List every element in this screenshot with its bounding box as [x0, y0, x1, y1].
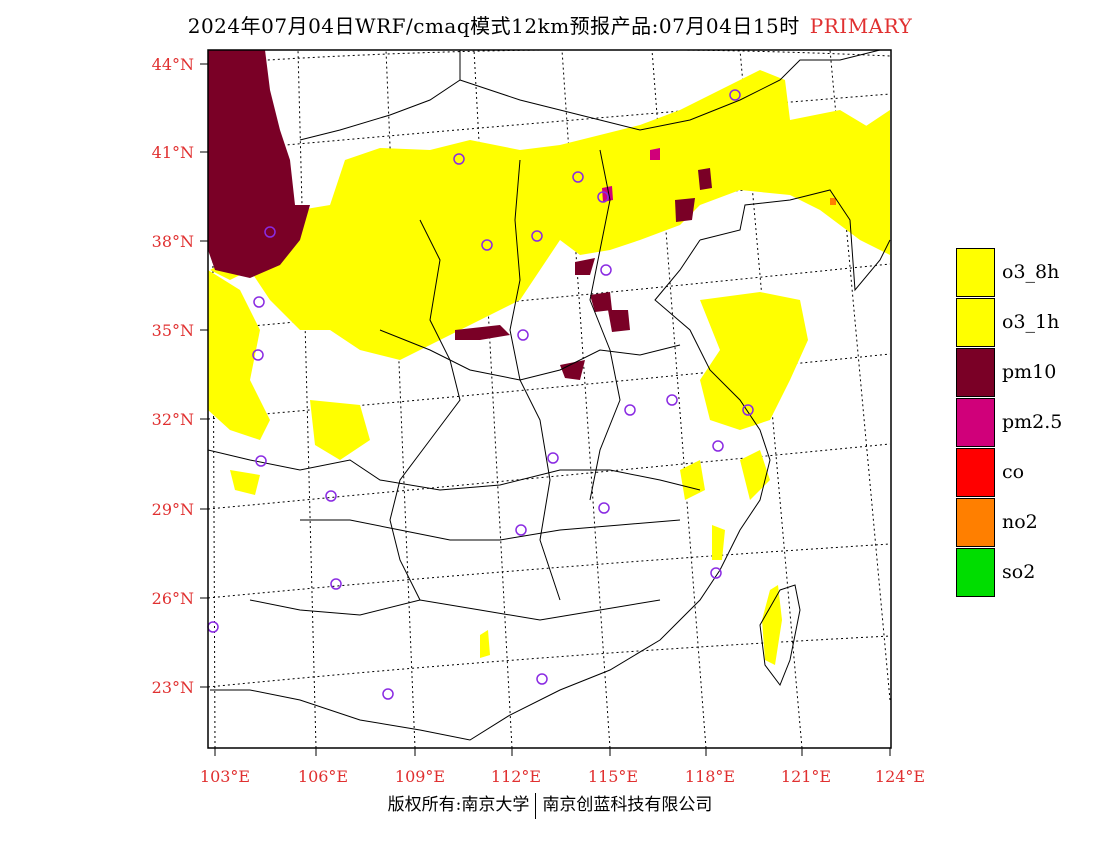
station-marker [572, 171, 584, 183]
o3-region-fill [208, 70, 890, 665]
axis-ticks [200, 63, 891, 756]
footer-right: 南京创蓝科技有限公司 [542, 795, 713, 815]
legend-swatch [956, 348, 995, 397]
lat-label: 29°N [152, 500, 194, 519]
lon-label: 115°E [588, 767, 638, 786]
legend-item: no2 [956, 498, 1076, 548]
station-marker [325, 490, 337, 502]
footer-separator [535, 792, 537, 819]
legend-item: so2 [956, 548, 1076, 598]
station-marker [255, 455, 267, 467]
station-marker [742, 404, 754, 416]
station-marker [712, 440, 724, 452]
lon-label: 103°E [200, 767, 250, 786]
legend-item: pm2.5 [956, 398, 1076, 448]
lat-label: 23°N [152, 678, 194, 697]
station-marker [710, 567, 722, 579]
legend-item: pm10 [956, 348, 1076, 398]
station-marker [253, 296, 265, 308]
station-marker [547, 452, 559, 464]
legend-label: o3_8h [1002, 261, 1060, 283]
station-marker [517, 329, 529, 341]
legend-swatch [956, 548, 995, 597]
pm10-region-fill [208, 50, 712, 380]
station-marker [600, 264, 612, 276]
lat-label: 35°N [152, 321, 194, 340]
station-marker [666, 394, 678, 406]
lon-label: 106°E [298, 767, 348, 786]
legend-label: pm2.5 [1002, 411, 1063, 433]
lon-label: 124°E [875, 767, 925, 786]
legend-swatch [956, 298, 995, 347]
lat-label: 32°N [152, 410, 194, 429]
lon-label: 112°E [491, 767, 541, 786]
station-marker [252, 349, 264, 361]
lat-label: 41°N [152, 143, 194, 162]
legend-swatch [956, 248, 995, 297]
longitude-labels: 103°E 106°E 109°E 112°E 115°E 118°E 121°… [200, 767, 925, 786]
lon-label: 118°E [685, 767, 735, 786]
lat-label: 26°N [152, 589, 194, 608]
station-marker [624, 404, 636, 416]
station-marker [453, 153, 465, 165]
legend-swatch [956, 498, 995, 547]
footer-left: 版权所有:南京大学 [387, 795, 530, 815]
legend-label: so2 [1002, 561, 1036, 583]
station-marker [264, 226, 276, 238]
lon-label: 121°E [781, 767, 831, 786]
station-marker [598, 502, 610, 514]
title-main: 2024年07月04日WRF/cmaq模式12km预报产品:07月04日15时 [187, 14, 800, 38]
legend-item: o3_1h [956, 298, 1076, 348]
station-marker [729, 89, 741, 101]
lon-label: 109°E [395, 767, 445, 786]
lat-label: 38°N [152, 232, 194, 251]
map-frame [207, 49, 892, 749]
legend-label: o3_1h [1002, 311, 1060, 333]
legend-label: pm10 [1002, 361, 1057, 383]
title-tag: PRIMARY [809, 14, 913, 38]
station-marker [536, 673, 548, 685]
map-title: 2024年07月04日WRF/cmaq模式12km预报产品:07月04日15时 P… [0, 10, 1100, 39]
boundary-lines [208, 50, 891, 741]
lat-label: 44°N [152, 55, 194, 74]
station-marker [531, 230, 543, 242]
legend-swatch [956, 448, 995, 497]
station-marker [597, 191, 609, 203]
station-marker [207, 621, 219, 633]
legend-item: o3_8h [956, 248, 1076, 298]
station-marker [382, 688, 394, 700]
legend-swatch [956, 398, 995, 447]
latitude-labels: 44°N 41°N 38°N 35°N 32°N 29°N 26°N 23°N [152, 55, 194, 697]
copyright-footer: 版权所有:南京大学 南京创蓝科技有限公司 [0, 790, 1100, 819]
legend-label: co [1002, 461, 1025, 483]
legend-label: no2 [1002, 511, 1038, 533]
legend-item: co [956, 448, 1076, 498]
station-marker [515, 524, 527, 536]
station-marker [330, 578, 342, 590]
station-marker [481, 239, 493, 251]
